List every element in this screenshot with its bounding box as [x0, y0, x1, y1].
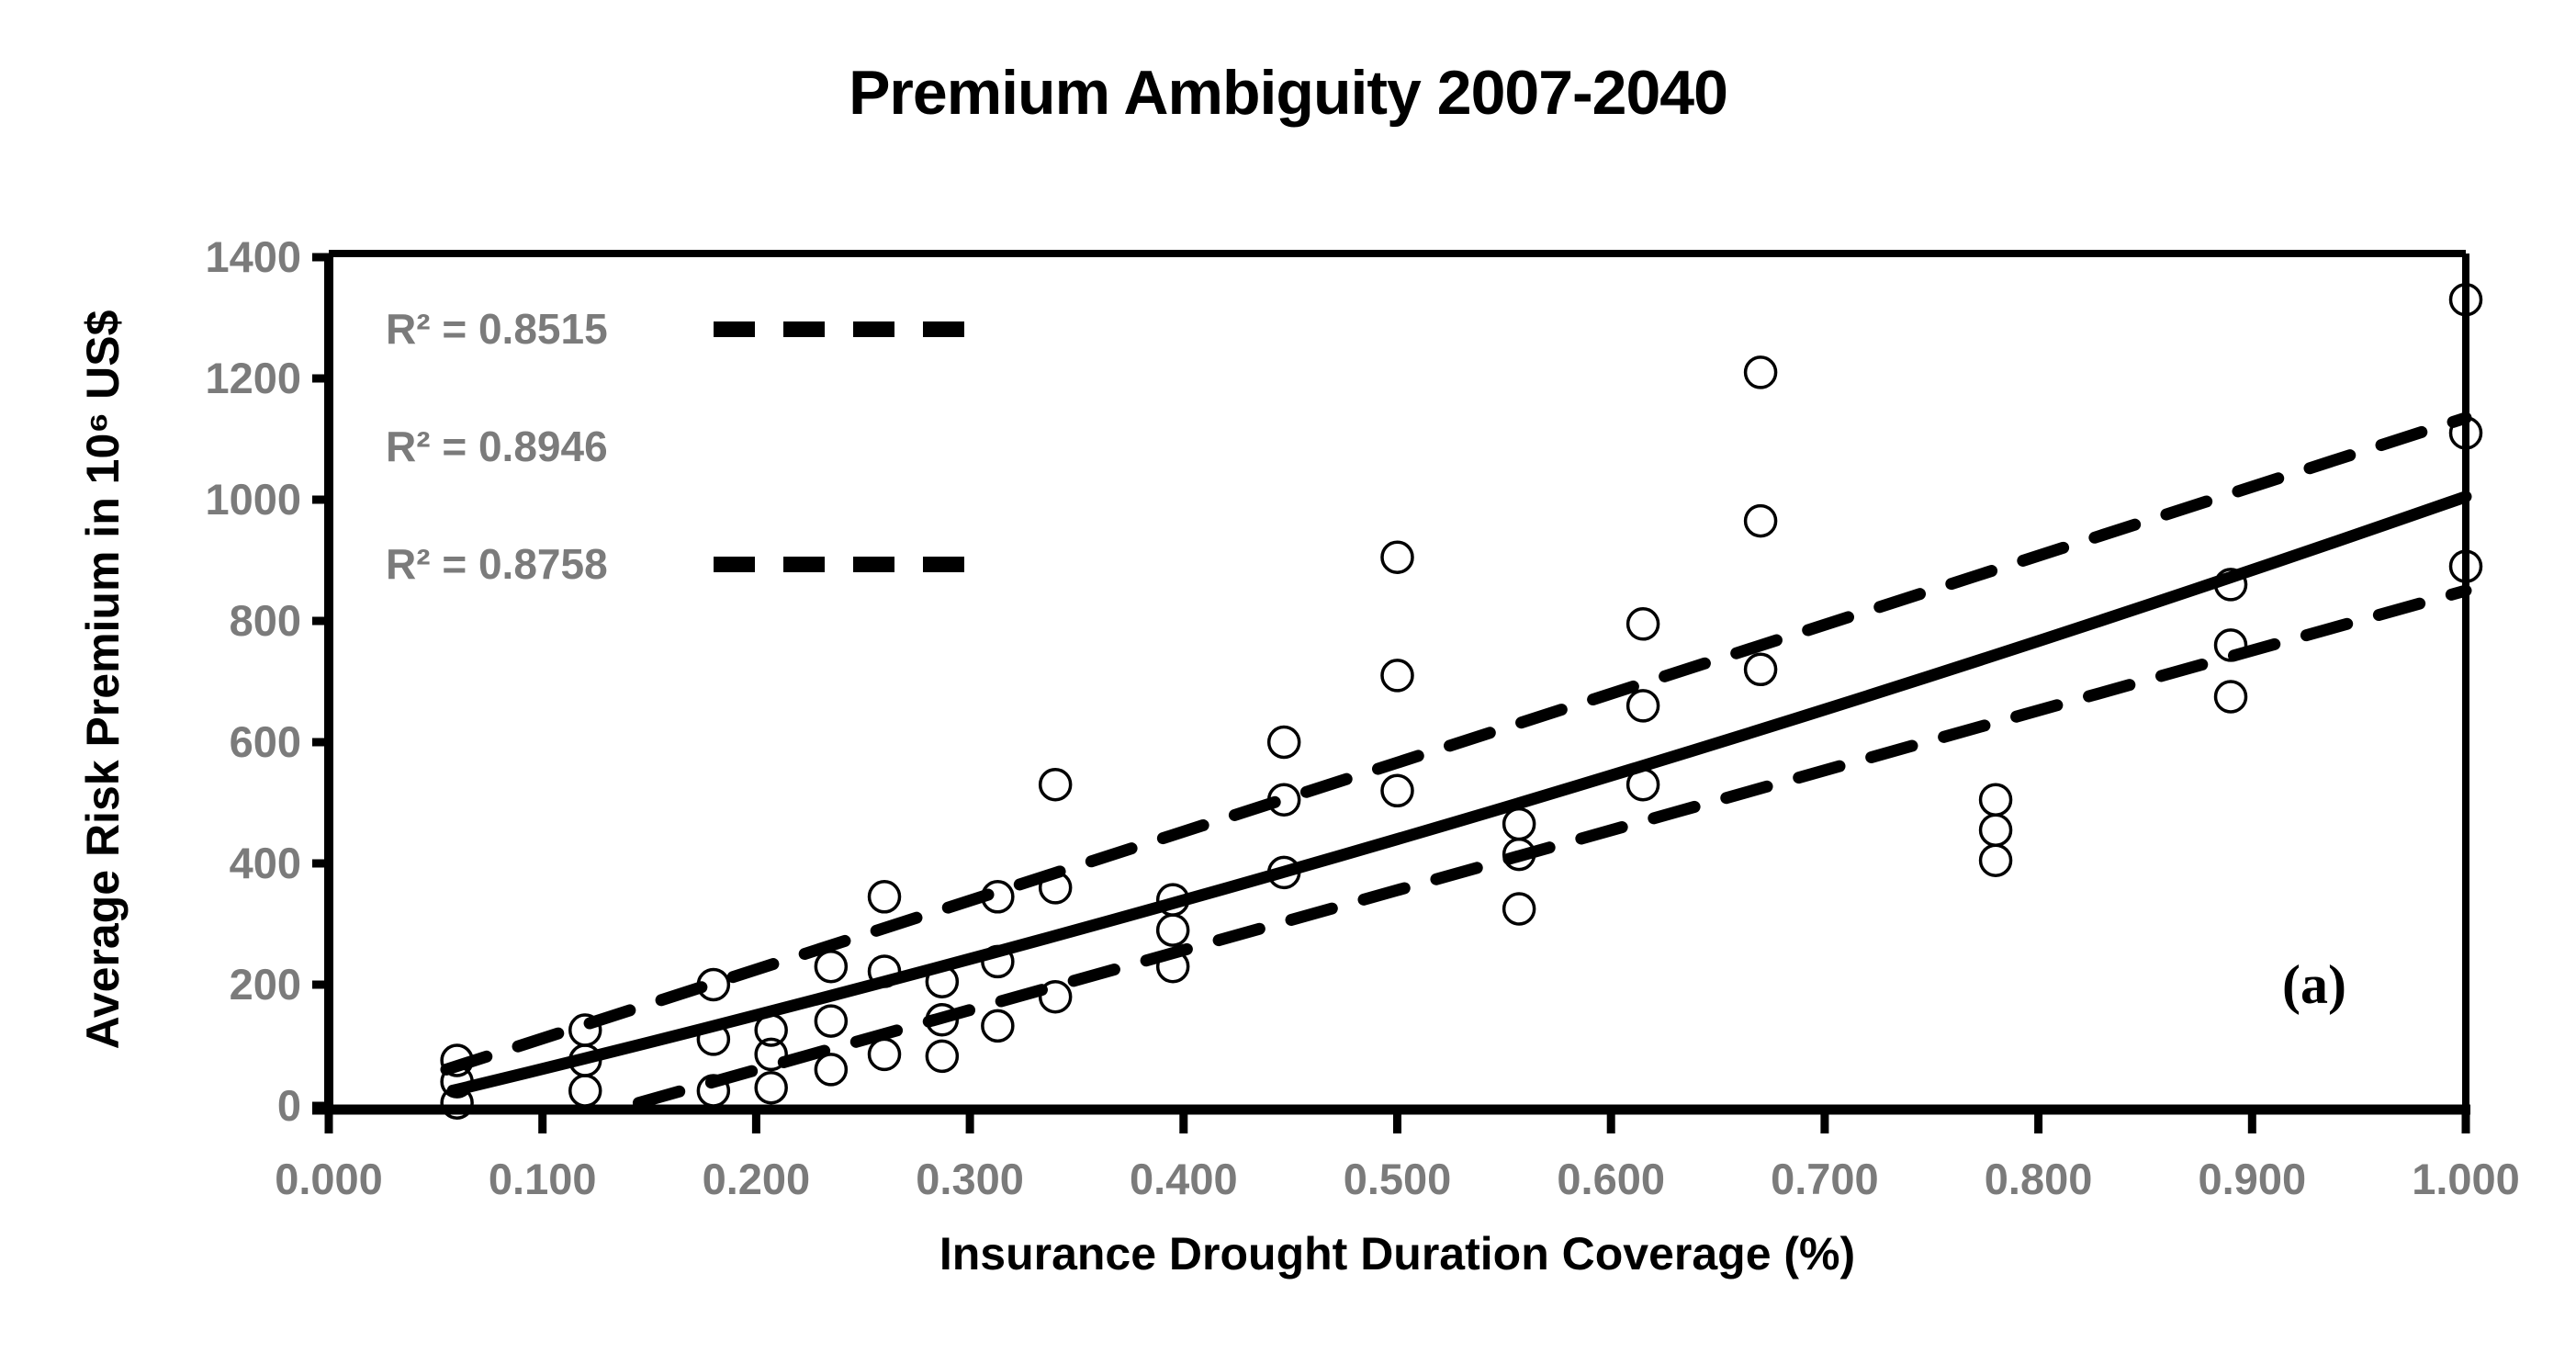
scatter-point: [1625, 689, 1660, 723]
fit-line-lower-confidence-dashed: [632, 584, 2472, 1110]
y-tick-label: 1000: [205, 475, 301, 524]
legend-dashed-line-sample: [714, 321, 964, 337]
x-tick-label: 0.900: [2198, 1155, 2306, 1203]
legend-r2-label: R² = 0.8515: [386, 305, 608, 353]
y-tick-label: 400: [230, 839, 301, 887]
legend-r2-label: R² = 0.8946: [386, 423, 608, 470]
scatter-point: [981, 1009, 1015, 1043]
scatter-point: [1266, 725, 1301, 760]
x-tick-label: 0.500: [1344, 1155, 1452, 1203]
chart-title: Premium Ambiguity 2007-2040: [849, 58, 1728, 128]
scatter-point: [1978, 843, 2013, 877]
scatter-point: [1743, 355, 1778, 389]
scatter-point: [1743, 503, 1778, 538]
scatter-point: [814, 1053, 849, 1087]
legend-r2-label: R² = 0.8758: [386, 540, 608, 588]
y-tick-label: 0: [277, 1081, 301, 1130]
y-tick-label: 1200: [205, 354, 301, 402]
legend-dashed-line-sample: [714, 556, 964, 572]
scatter-point: [925, 1039, 960, 1074]
y-tick-label: 800: [230, 596, 301, 645]
scatter-point: [1625, 607, 1660, 641]
y-tick-label: 1400: [205, 232, 301, 281]
scatter-point: [754, 1070, 788, 1105]
scatter-point: [1038, 767, 1073, 802]
legend-row: R² = 0.8758: [386, 538, 964, 590]
scatter-point: [1502, 892, 1536, 926]
scatter-point: [754, 1037, 788, 1072]
y-tick-label: 200: [230, 960, 301, 1009]
x-tick-label: 0.200: [703, 1155, 811, 1203]
x-tick-label: 0.800: [1985, 1155, 2093, 1203]
scatter-point: [1978, 783, 2013, 817]
y-tick-label: 600: [230, 717, 301, 766]
legend-row: R² = 0.8515: [386, 303, 964, 355]
fit-line-upper-confidence-dashed: [440, 411, 2472, 1076]
x-tick-label: 0.000: [275, 1155, 383, 1203]
x-tick-label: 0.600: [1557, 1155, 1665, 1203]
scatter-point: [814, 949, 849, 984]
scatter-point: [1380, 540, 1414, 574]
scatter-point: [1380, 773, 1414, 808]
x-tick-label: 0.400: [1130, 1155, 1238, 1203]
fit-line-trend-solid: [446, 490, 2472, 1097]
scatter-point: [814, 1004, 849, 1038]
x-tick-label: 0.100: [489, 1155, 597, 1203]
scatter-point: [1743, 652, 1778, 687]
scatter-point: [2213, 680, 2248, 714]
scatter-point: [867, 880, 902, 914]
x-tick-label: 0.700: [1771, 1155, 1879, 1203]
scatter-point: [1380, 659, 1414, 693]
scatter-point: [568, 1074, 602, 1108]
scatter-point: [1502, 806, 1536, 841]
panel-label: (a): [2282, 954, 2346, 1015]
scatter-point: [1978, 813, 2013, 847]
legend-row: R² = 0.8946: [386, 421, 703, 472]
x-tick-label: 1.000: [2412, 1155, 2520, 1203]
scatter-point: [1038, 979, 1073, 1014]
x-axis-title: Insurance Drought Duration Coverage (%): [939, 1228, 1856, 1279]
x-tick-label: 0.300: [916, 1155, 1024, 1203]
scatter-point: [1155, 913, 1190, 947]
scatter-point: [867, 1037, 902, 1072]
